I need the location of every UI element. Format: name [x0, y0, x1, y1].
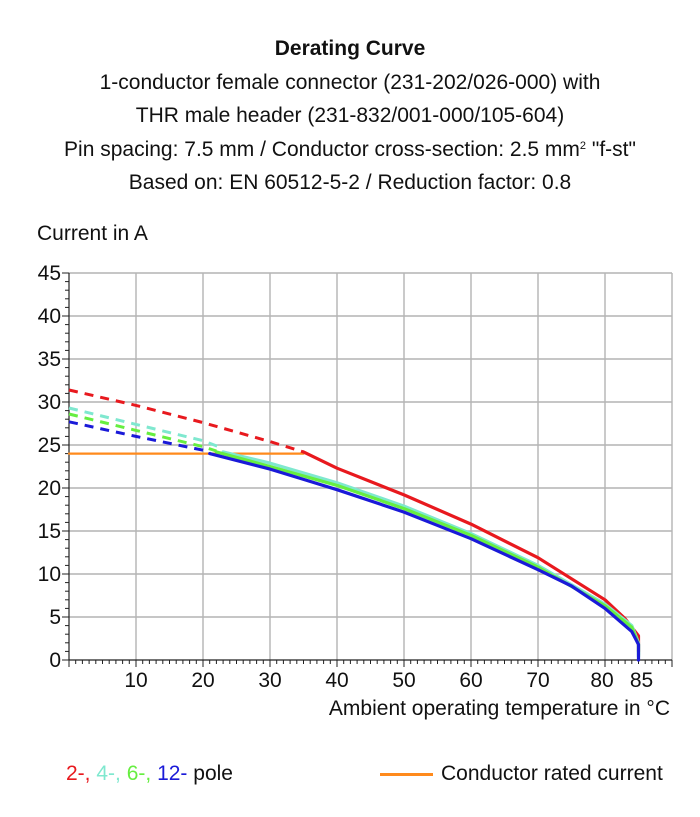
- series-pole12-line: [208, 452, 641, 662]
- y-tick-label-15: 15: [38, 520, 61, 543]
- subtitle-line-3-suffix: "f-st": [586, 137, 636, 161]
- rated-current-swatch: [380, 772, 433, 776]
- chart-title: Derating Curve: [274, 37, 426, 60]
- legend-pole-12: 12-: [157, 762, 188, 785]
- legend-pole-4: 4-,: [96, 762, 121, 785]
- subtitle-line-3: Pin spacing: 7.5 mm / Conductor cross-se…: [0, 133, 700, 167]
- y-tick-label-40: 40: [38, 305, 61, 328]
- x-tick-label-30: 30: [258, 669, 281, 692]
- subtitle-superscript: 2: [579, 139, 587, 152]
- y-axis-label: Current in A: [37, 222, 148, 245]
- series-pole12-dashed-line: [68, 420, 211, 455]
- legend-pole-6: 6-,: [126, 762, 152, 785]
- x-tick-label-50: 50: [392, 669, 415, 692]
- y-tick-label-5: 5: [49, 606, 61, 629]
- legend-pole-2: 2-,: [66, 762, 91, 785]
- x-tick-label-20: 20: [191, 669, 214, 692]
- y-tick-label-10: 10: [38, 563, 61, 586]
- x-tick-label-85: 85: [630, 669, 653, 692]
- x-tick-label-40: 40: [325, 669, 348, 692]
- y-tick-label-20: 20: [38, 477, 61, 500]
- series-pole6-dashed-line: [68, 412, 217, 453]
- x-tick-label-70: 70: [526, 669, 549, 692]
- y-tick-label-30: 30: [38, 391, 61, 414]
- series-pole6-line: [214, 450, 641, 659]
- y-tick-label-35: 35: [38, 348, 61, 371]
- subtitle-line-3-text: Pin spacing: 7.5 mm / Conductor cross-se…: [64, 137, 580, 161]
- chart-titles: Derating Curve 1-conductor female connec…: [0, 32, 700, 200]
- pole-legend: 2-, 4-, 6-, 12- pole: [66, 762, 233, 786]
- x-axis-label: Ambient operating temperature in °C: [328, 697, 670, 720]
- rated-current-legend: Conductor rated current: [380, 762, 663, 786]
- legend-pole-suffix: pole: [193, 762, 233, 785]
- x-tick-label-10: 10: [124, 669, 147, 692]
- subtitle-line-4: Based on: EN 60512-5-2 / Reduction facto…: [128, 171, 572, 194]
- x-tick-label-80: 80: [590, 669, 613, 692]
- subtitle-line-2: THR male header (231-832/001-000/105-604…: [135, 104, 565, 127]
- x-tick-label-60: 60: [459, 669, 482, 692]
- series-pole4-dashed-line: [68, 406, 224, 450]
- legend-rated-current: Conductor rated current: [441, 762, 663, 785]
- y-tick-label-0: 0: [49, 649, 61, 672]
- y-tick-label-45: 45: [38, 262, 61, 285]
- subtitle-line-1: 1-conductor female connector (231-202/02…: [99, 70, 601, 94]
- series-pole4-line: [221, 450, 641, 657]
- y-tick-label-25: 25: [38, 434, 61, 457]
